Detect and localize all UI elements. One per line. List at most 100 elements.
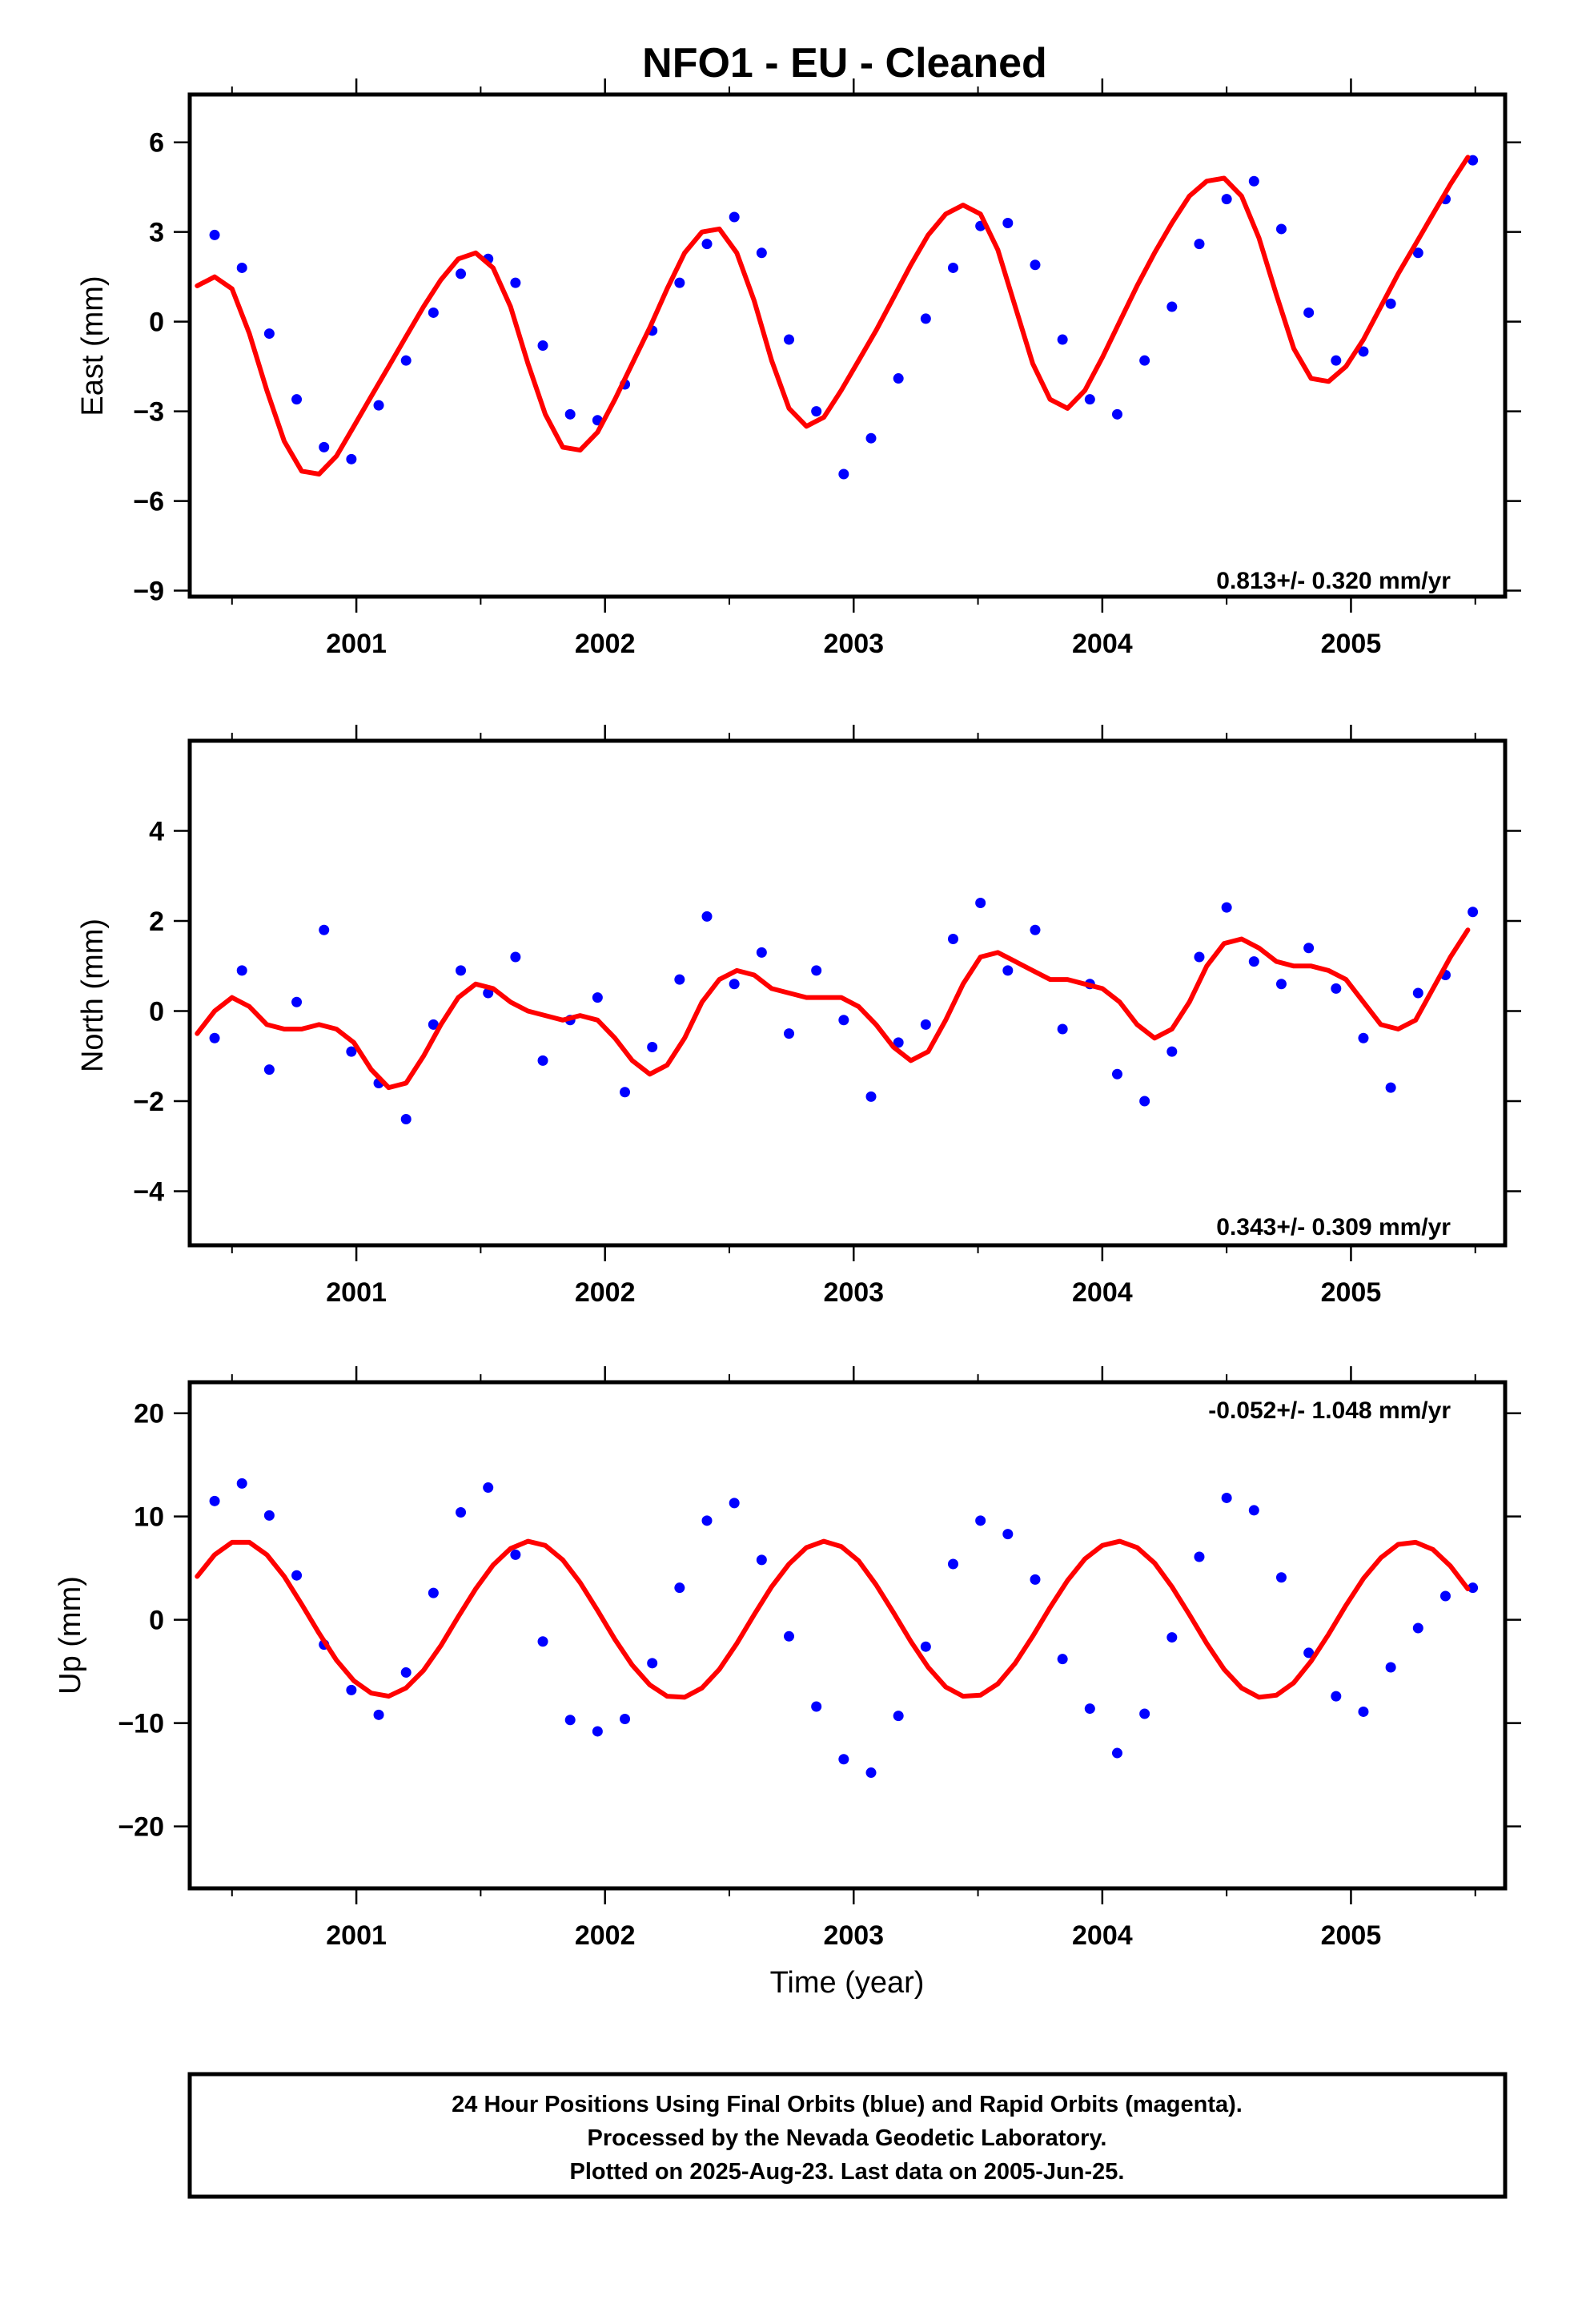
east-data-point bbox=[1166, 301, 1178, 312]
up-data-point bbox=[263, 1510, 275, 1521]
footer-line-3: Plotted on 2025-Aug-23. Last data on 200… bbox=[570, 2159, 1125, 2185]
east-data-point bbox=[1303, 307, 1315, 318]
up-data-point bbox=[865, 1767, 877, 1779]
footer-box: 24 Hour Positions Using Final Orbits (bl… bbox=[187, 2072, 1508, 2199]
east-data-point bbox=[893, 373, 904, 384]
up-data-point bbox=[1139, 1708, 1150, 1719]
north-data-point bbox=[428, 1019, 439, 1030]
east-data-point bbox=[400, 355, 412, 366]
east-data-point bbox=[701, 239, 713, 250]
east-y-label: East (mm) bbox=[76, 275, 110, 416]
north-data-point bbox=[1412, 987, 1423, 999]
north-data-point bbox=[291, 996, 303, 1007]
east-data-point bbox=[1412, 247, 1423, 259]
up-data-point bbox=[893, 1711, 904, 1722]
north-data-point bbox=[838, 1015, 849, 1026]
up-data-point bbox=[920, 1641, 931, 1652]
east-data-point bbox=[1221, 194, 1232, 205]
up-x-tick-label: 2001 bbox=[326, 1920, 387, 1951]
north-x-tick-label: 2004 bbox=[1072, 1277, 1133, 1308]
north-model-curve bbox=[195, 927, 1471, 1091]
up-model-curve bbox=[195, 1538, 1471, 1700]
up-data-point bbox=[1111, 1747, 1122, 1759]
north-data-point bbox=[456, 965, 467, 976]
up-panel: Up (mm) -0.052+/- 1.048 mm/yr Time (year… bbox=[54, 1366, 1521, 2000]
north-y-tick-label: 4 bbox=[149, 817, 164, 847]
east-data-point bbox=[729, 211, 740, 223]
up-data-point bbox=[1275, 1572, 1287, 1583]
up-data-point bbox=[784, 1630, 795, 1642]
up-rate-label: -0.052+/- 1.048 mm/yr bbox=[1208, 1397, 1451, 1424]
north-data-point bbox=[236, 965, 247, 976]
up-data-point bbox=[346, 1684, 357, 1695]
north-data-point bbox=[346, 1046, 357, 1057]
up-data-point bbox=[373, 1709, 384, 1720]
east-data-point bbox=[920, 313, 931, 324]
east-model-curve bbox=[195, 155, 1471, 476]
east-data-point bbox=[373, 400, 384, 411]
east-rate-label: 0.813+/- 0.320 mm/yr bbox=[1216, 568, 1451, 594]
up-data-point bbox=[592, 1726, 603, 1737]
north-y-tick-label: 2 bbox=[149, 907, 164, 937]
east-data-point bbox=[947, 262, 958, 273]
north-data-point bbox=[263, 1064, 275, 1076]
up-y-label: Up (mm) bbox=[54, 1576, 87, 1695]
east-x-tick-label: 2005 bbox=[1321, 629, 1382, 659]
north-data-point bbox=[893, 1037, 904, 1048]
north-data-point bbox=[1057, 1023, 1068, 1035]
north-data-point bbox=[1275, 979, 1287, 990]
north-data-point bbox=[209, 1032, 220, 1043]
up-y-tick-label: 10 bbox=[134, 1502, 164, 1533]
up-y-tick-label: 0 bbox=[149, 1606, 164, 1636]
east-data-point bbox=[1057, 334, 1068, 345]
north-data-point bbox=[674, 974, 685, 985]
east-data-point bbox=[346, 453, 357, 464]
north-data-point bbox=[865, 1091, 877, 1102]
east-data-point bbox=[1275, 223, 1287, 235]
up-data-point bbox=[1057, 1654, 1068, 1665]
north-data-point bbox=[620, 1087, 631, 1098]
north-data-point bbox=[1331, 983, 1342, 994]
up-data-point bbox=[1358, 1706, 1369, 1717]
north-data-point bbox=[647, 1042, 658, 1052]
east-y-tick-label: 3 bbox=[149, 218, 164, 248]
north-y-label: North (mm) bbox=[76, 919, 110, 1072]
up-data-point bbox=[1468, 1582, 1479, 1594]
north-x-tick-label: 2001 bbox=[326, 1277, 387, 1308]
north-data-point bbox=[1468, 907, 1479, 918]
east-data-point bbox=[1331, 355, 1342, 366]
east-y-tick-label: −6 bbox=[133, 487, 164, 517]
up-data-point bbox=[209, 1495, 220, 1506]
north-data-point bbox=[975, 898, 986, 908]
footer-line-2: Processed by the Nevada Geodetic Laborat… bbox=[588, 2125, 1107, 2151]
east-data-point bbox=[1468, 155, 1479, 166]
east-data-point bbox=[1084, 394, 1095, 405]
north-y-tick-label: −4 bbox=[133, 1177, 164, 1208]
up-data-point bbox=[537, 1636, 548, 1647]
north-x-tick-label: 2003 bbox=[823, 1277, 884, 1308]
east-data-point bbox=[674, 277, 685, 288]
east-panel: East (mm) 0.813+/- 0.320 mm/yr 2001 2002 2… bbox=[76, 78, 1521, 659]
up-data-point bbox=[975, 1515, 986, 1526]
north-plot-frame bbox=[187, 738, 1508, 1248]
up-data-point bbox=[1221, 1492, 1232, 1503]
up-data-point bbox=[1412, 1622, 1423, 1634]
east-data-point bbox=[456, 268, 467, 279]
east-data-point bbox=[784, 334, 795, 345]
east-data-point bbox=[1002, 217, 1014, 228]
east-data-point bbox=[1139, 355, 1150, 366]
up-x-tick-label: 2005 bbox=[1321, 1920, 1382, 1951]
north-data-point bbox=[1385, 1082, 1396, 1093]
north-panel: North (mm) 0.343+/- 0.309 mm/yr 2001 2002… bbox=[76, 725, 1521, 1308]
north-x-tick-label: 2005 bbox=[1321, 1277, 1382, 1308]
east-y-tick-label: 0 bbox=[149, 308, 164, 338]
east-data-point bbox=[1111, 408, 1122, 420]
east-data-point bbox=[1030, 259, 1041, 271]
up-data-point bbox=[400, 1667, 412, 1678]
north-data-point bbox=[784, 1028, 795, 1039]
north-data-point bbox=[1002, 965, 1014, 976]
north-data-point bbox=[1139, 1096, 1150, 1107]
up-data-point bbox=[510, 1549, 521, 1560]
up-data-point bbox=[1166, 1632, 1178, 1643]
